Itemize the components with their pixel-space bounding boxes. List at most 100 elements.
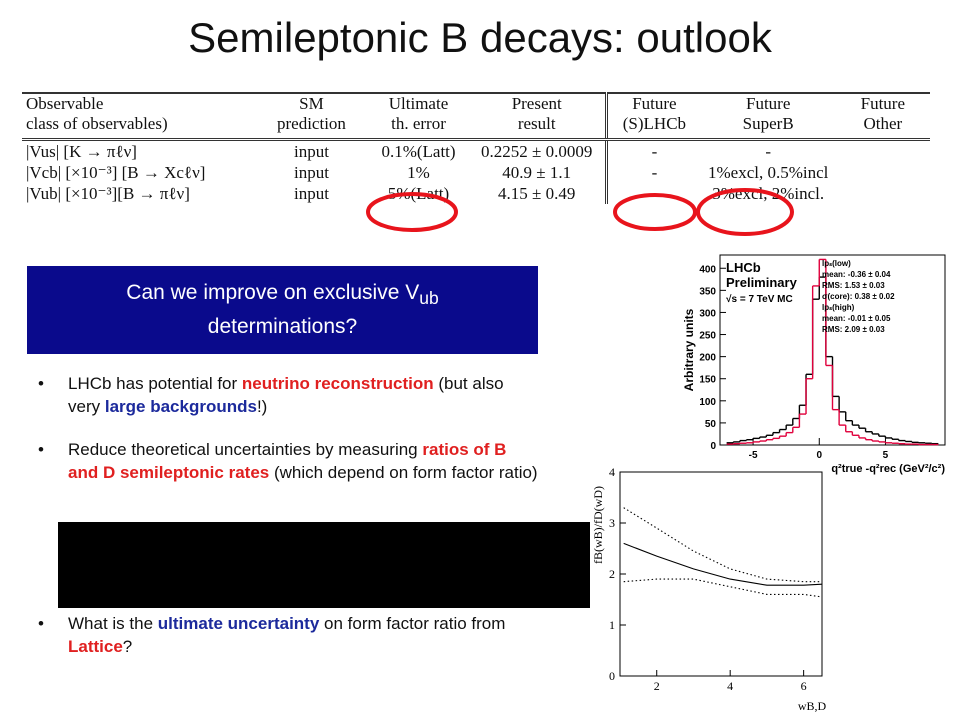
slide-title: Semileptonic B decays: outlook	[188, 14, 772, 61]
comparison-table: Observable class of observables) SM predict…	[22, 92, 930, 204]
bullet: • Reduce theoretical uncertainties by mea…	[38, 438, 538, 484]
x-tick-label: 6	[801, 679, 807, 693]
y-tick-label: 50	[705, 419, 717, 430]
bullet-dot: •	[38, 440, 44, 459]
highlight-ellipse	[366, 192, 458, 232]
bullet-text: Lattice	[68, 637, 123, 656]
header-text: SM	[299, 94, 324, 113]
question-box: Can we improve on exclusive Vub determina…	[27, 266, 538, 354]
annotation: lpₛ(low)	[822, 259, 851, 268]
table-cell: -	[605, 139, 701, 162]
bullet-text: (but also very	[68, 374, 504, 416]
header-cell: Future (S)LHCb	[605, 93, 701, 141]
annotation: mean: -0.36 ± 0.04	[822, 270, 891, 279]
annotation: LHCb	[726, 260, 761, 275]
bullet-text: ratios of B and D semileptonic rates	[68, 440, 507, 482]
highlight-ellipse	[696, 188, 794, 236]
y-tick-label: 0	[609, 669, 615, 683]
y-tick-label: 200	[699, 353, 716, 364]
bullet-text: ?	[122, 637, 133, 656]
table-cell: -	[765, 142, 772, 161]
series-line	[623, 542, 823, 586]
series-line	[623, 578, 823, 598]
y-tick-label: 100	[699, 397, 716, 408]
annotation: lpₛ(high)	[822, 303, 855, 312]
table-row: |Vus| [K → πℓν] input 0.1%(Latt) 0.2252 ± 0…	[22, 139, 930, 162]
question-text: Can we improve on exclusive Vub determina…	[126, 279, 438, 340]
annotation: RMS: 1.53 ± 0.03	[822, 281, 885, 290]
annotation: Preliminary	[726, 275, 798, 290]
table-cell: 0.1%(Latt)	[381, 142, 456, 161]
plot-frame	[619, 471, 823, 677]
table-row: |Vub| [×10⁻³][B → πℓν] input 5%(Latt) 4.15 …	[22, 183, 930, 204]
bullet-text: ultimate uncertainty	[157, 614, 320, 633]
bullet-dot: •	[38, 374, 44, 393]
highlight-ellipses	[366, 188, 794, 236]
header-text: class of observables)	[26, 114, 168, 133]
bullet-text: What is the	[68, 614, 158, 633]
header-text: th. error	[391, 114, 446, 133]
table-cell: 4.15 ± 0.49	[498, 184, 576, 203]
annotation: σ(core): 0.38 ± 0.02	[822, 292, 895, 301]
header-text: Future	[745, 94, 791, 113]
bullet-text: !)	[256, 397, 268, 416]
header-text: Future	[860, 94, 905, 113]
highlight-ellipse	[613, 193, 697, 231]
header-text: Ultimate	[388, 94, 449, 113]
y-tick-label: 2	[609, 567, 615, 581]
header-text: Present	[511, 94, 562, 113]
header-text: Future	[632, 94, 677, 113]
table-cell: |Vcb| [×10⁻³] [B → Xcℓν]	[26, 163, 206, 182]
header-cell: Present result	[468, 93, 607, 141]
header-text: Other	[863, 114, 903, 133]
header-cell: Observable class of observables)	[22, 93, 255, 141]
series-line	[623, 507, 822, 583]
header-cell: SM prediction	[254, 93, 369, 141]
x-axis-label: wB,D	[798, 699, 827, 713]
x-tick-label: -5	[749, 450, 758, 461]
y-tick-label: 3	[609, 516, 615, 530]
x-tick-label: 0	[816, 450, 822, 461]
y-tick-label: 300	[699, 308, 716, 319]
table-row: |Vcb| [×10⁻³] [B → Xcℓν] input 1% 40.9 ± 1.…	[22, 162, 930, 183]
table-cell: 40.9 ± 1.1	[502, 163, 572, 182]
bullet-text: Reduce theoretical uncertainties by meas…	[68, 440, 423, 459]
y-tick-label: 250	[699, 331, 716, 342]
y-axis-label: Arbitrary units	[682, 308, 696, 391]
question-part: Can we improve on exclusive V	[126, 281, 420, 305]
y-tick-label: 4	[609, 465, 615, 479]
header-cell: Future Other	[835, 93, 930, 141]
plot-frame	[719, 254, 946, 446]
header-row: Observable class of observables) SM predict…	[22, 93, 930, 141]
header-cell: Future SuperB	[700, 93, 836, 141]
table-cell: input	[293, 163, 329, 182]
annotation: RMS: 2.09 ± 0.03	[822, 325, 885, 334]
redacted-box	[58, 522, 590, 608]
bullet: • What is the ultimate uncertainty on for…	[38, 612, 538, 658]
table-cell: 1%excl, 0.5%incl	[707, 163, 829, 182]
question-subscript: ub	[419, 288, 439, 309]
table-cell: |Vub| [×10⁻³][B → πℓν]	[26, 184, 190, 203]
y-tick-label: 0	[710, 441, 716, 452]
header-text: prediction	[277, 114, 346, 133]
table-cell: 1%	[407, 163, 430, 182]
header-text: Observable	[26, 94, 104, 113]
annotation: √s = 7 TeV MC	[726, 294, 793, 305]
x-axis-label: q²true -q²rec (GeV²/c²)	[831, 463, 945, 475]
table-cell: input	[293, 142, 329, 161]
bullet-text: neutrino reconstruction	[241, 374, 434, 393]
bullet-text: (which depend on form factor ratio)	[269, 463, 538, 482]
table-cell: 0.2252 ± 0.0009	[481, 142, 593, 161]
table-cell: |Vus| [K → πℓν]	[26, 142, 137, 161]
bullet-dot: •	[38, 614, 44, 633]
header-text: result	[517, 114, 556, 133]
table-cell: input	[293, 184, 329, 203]
y-axis-label: fB(wB)/fD(wD)	[591, 486, 605, 564]
y-tick-label: 400	[699, 264, 716, 275]
header-cell: Ultimate th. error	[368, 93, 469, 141]
header-text: SuperB	[742, 114, 794, 133]
question-part: determinations?	[207, 314, 358, 338]
bullet-text: on form factor ratio from	[319, 614, 506, 633]
